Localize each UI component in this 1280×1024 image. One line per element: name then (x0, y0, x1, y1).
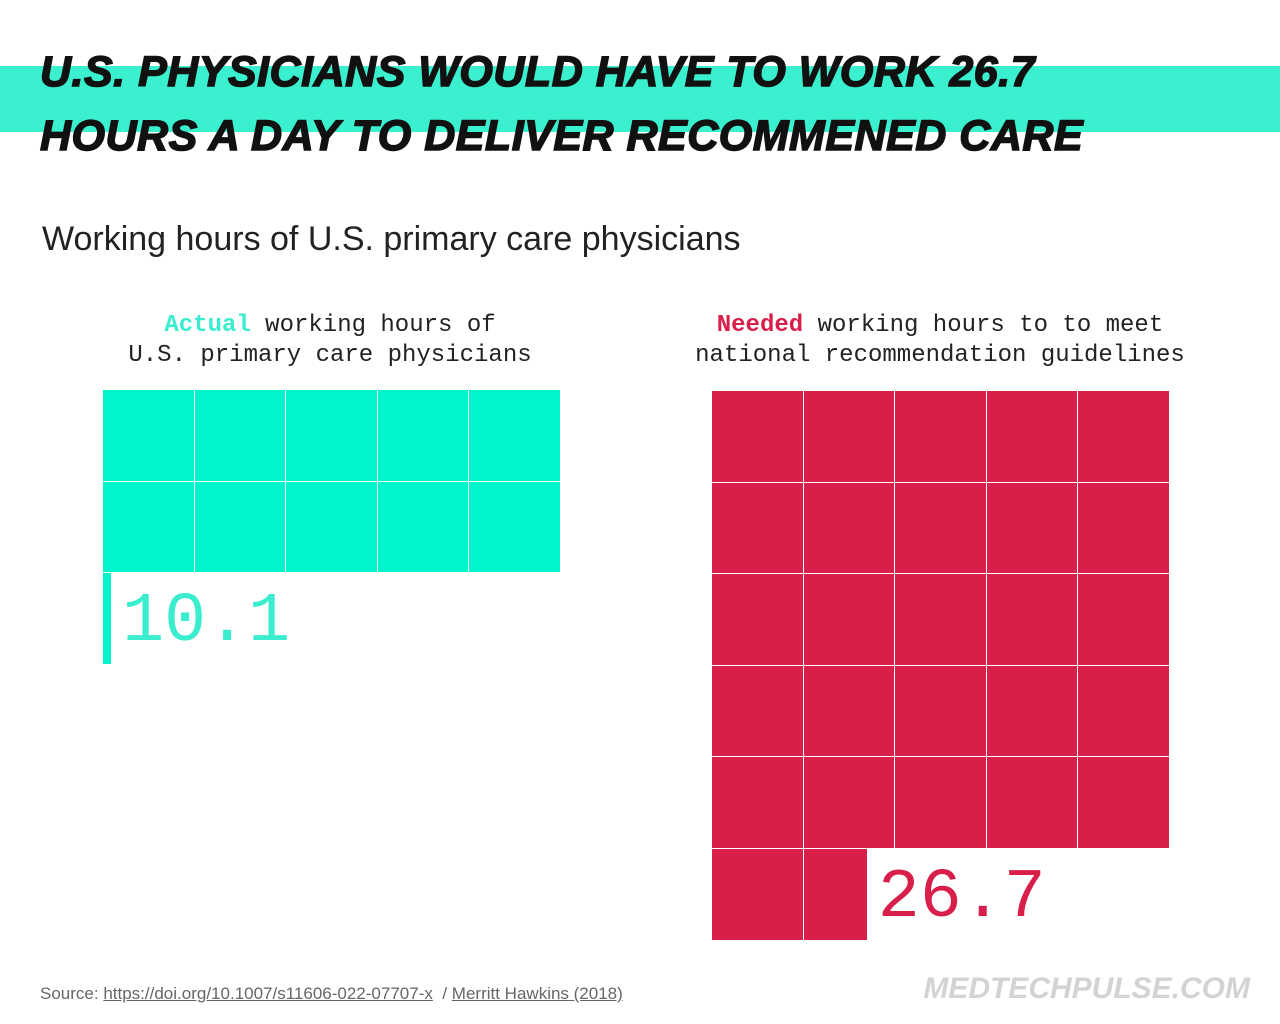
waffle-unit (986, 391, 1078, 482)
needed-caption: Needed working hours to to meet national… (670, 311, 1210, 371)
source-label: Source: (40, 984, 99, 1003)
waffle-unit (712, 391, 803, 482)
waffle-unit (712, 665, 803, 757)
chart-subtitle: Working hours of U.S. primary care physi… (42, 220, 741, 258)
caption-line-2: U.S. primary care physicians (128, 342, 532, 369)
waffle-unit (803, 482, 895, 574)
waffle-unit (1078, 482, 1169, 574)
waffle-unit (1078, 757, 1169, 848)
medtechpulse-logo: MEDTECHPULSE.COM (923, 972, 1250, 1005)
waffle-unit (194, 481, 286, 573)
title-line-2: HOURS A DAY TO DELIVER RECOMMENED CARE (39, 111, 1084, 161)
source-footer: Source: https://doi.org/10.1007/s11606-0… (40, 984, 623, 1004)
caption-line-2: national recommendation guidelines (695, 342, 1185, 369)
needed-highlight: Needed (716, 312, 804, 339)
actual-highlight: Actual (164, 312, 251, 339)
caption-text: working hours of (250, 312, 496, 339)
waffle-unit (803, 757, 895, 848)
waffle-unit (895, 391, 986, 482)
value-label: 26.7 (877, 859, 1046, 938)
waffle-unit (1078, 391, 1169, 482)
waffle-unit (286, 481, 377, 573)
waffle-unit (377, 390, 469, 481)
merritt-hawkins-link[interactable]: Merritt Hawkins (2018) (451, 984, 623, 1003)
waffle-partial-unit (103, 573, 112, 664)
waffle-unit (986, 665, 1078, 757)
waffle-unit (712, 849, 803, 940)
waffle-unit (103, 481, 194, 573)
waffle-unit (895, 574, 986, 665)
waffle-unit (1078, 665, 1169, 757)
waffle-unit (895, 482, 986, 574)
waffle-unit (377, 481, 469, 573)
actual-caption: Actual working hours of U.S. primary car… (100, 311, 560, 371)
value-label: 10.1 (122, 583, 291, 663)
waffle-unit (469, 390, 560, 481)
waffle-unit (712, 574, 803, 665)
waffle-unit (803, 665, 895, 757)
waffle-unit (803, 391, 895, 482)
waffle-unit (712, 482, 803, 574)
separator: / (442, 984, 448, 1003)
page-title: U.S. PHYSICIANS WOULD HAVE TO WORK 26.7 … (39, 40, 1280, 168)
waffle-unit (712, 757, 803, 848)
waffle-partial-unit (803, 849, 867, 940)
waffle-unit (895, 757, 986, 848)
waffle-unit (103, 390, 194, 481)
waffle-unit (895, 665, 986, 757)
title-highlight-band (0, 66, 1280, 132)
waffle-unit (986, 482, 1078, 574)
doi-link[interactable]: https://doi.org/10.1007/s11606-022-07707… (103, 984, 433, 1003)
title-line-1: U.S. PHYSICIANS WOULD HAVE TO WORK 26.7 (39, 47, 1036, 97)
waffle-unit (194, 390, 286, 481)
waffle-unit (986, 757, 1078, 848)
waffle-unit (1078, 574, 1169, 665)
waffle-unit (286, 390, 377, 481)
waffle-unit (803, 574, 895, 665)
waffle-unit (469, 481, 560, 573)
waffle-unit (986, 574, 1078, 665)
caption-text: working hours to to meet (803, 312, 1164, 339)
